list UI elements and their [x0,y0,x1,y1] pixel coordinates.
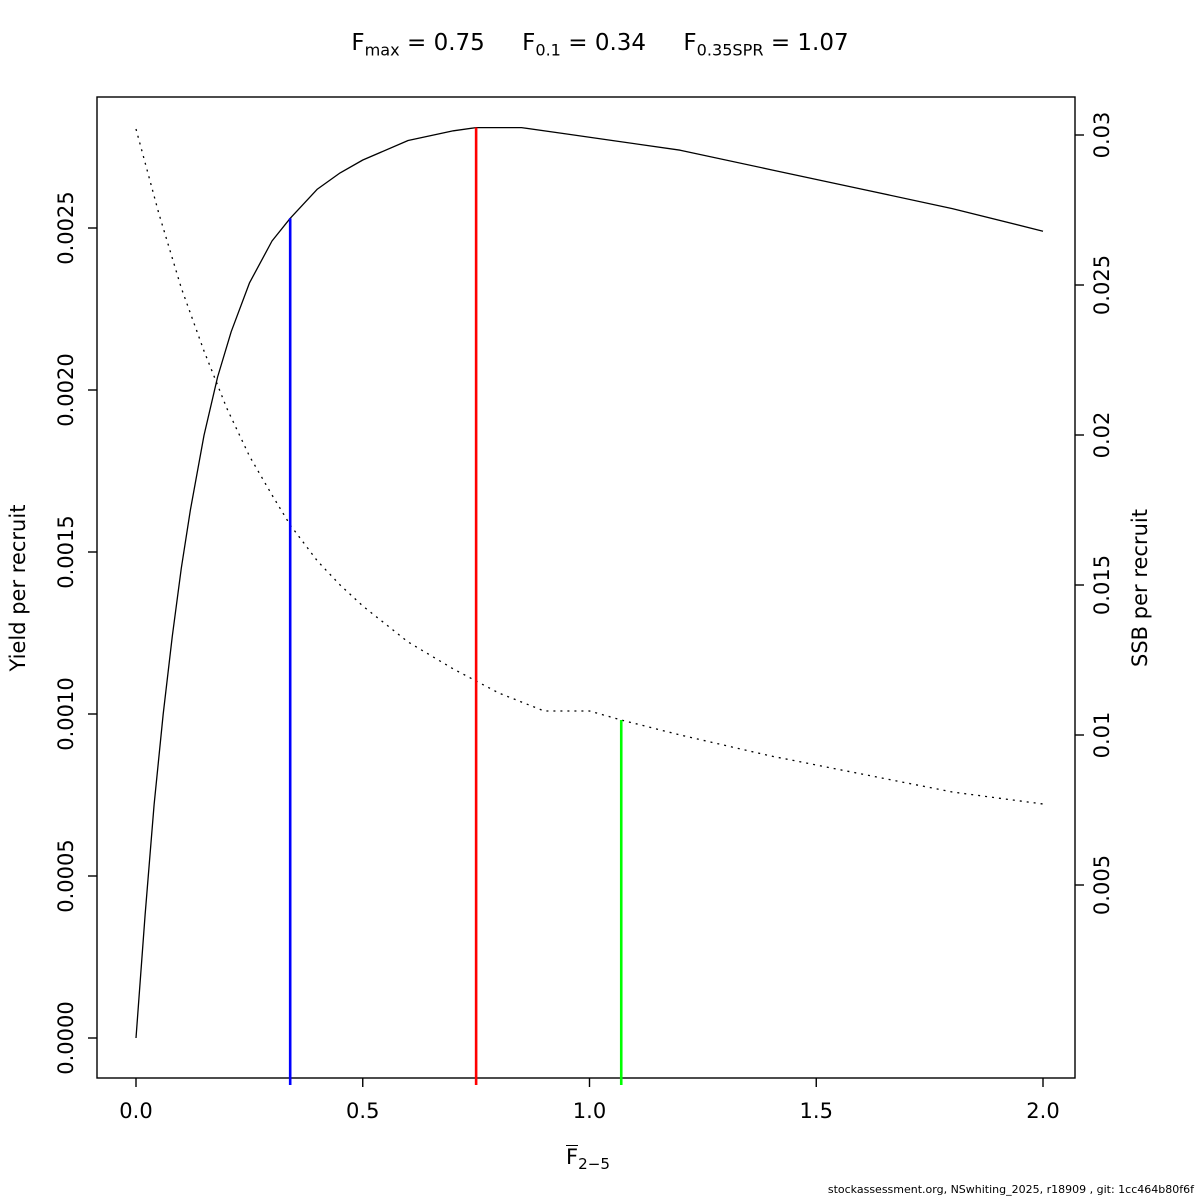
y-left-tick-label: 0.0025 [54,191,78,264]
x-tick-label: 0.5 [346,1099,379,1123]
yield-curve [135,126,1044,1039]
y-axis-title-right: SSB per recruit [1128,509,1152,667]
plot-box [96,96,1076,1079]
y-axis-title-left: Yield per recruit [6,504,30,672]
title-term-sub: 0.35SPR [696,40,764,60]
title-term-base: F [522,30,536,56]
x-axis-title-sub: 2−5 [578,1155,610,1174]
x-tick-label: 1.5 [800,1099,833,1123]
y-right-tick-label: 0.03 [1090,112,1114,159]
y-left-tick-label: 0.0000 [54,1001,78,1074]
title-term-sub: 0.1 [535,40,561,60]
ssb-curve [135,128,1044,805]
title-term-f035spr: F0.35SPR = 1.07 [683,30,848,60]
title-term-base: F [351,30,365,56]
y-left-tick-label: 0.0010 [54,677,78,750]
x-tick-label: 0.0 [119,1099,152,1123]
y-left-tick-label: 0.0015 [54,515,78,588]
y-right-tick-label: 0.015 [1090,555,1114,615]
title-term-eq: = 0.34 [560,30,647,56]
y-right-tick-label: 0.005 [1090,855,1114,915]
y-left-tick-label: 0.0005 [54,839,78,912]
y-left-tick-label: 0.0020 [54,353,78,426]
y-right-tick-label: 0.025 [1090,255,1114,315]
title-term-base: F [683,30,697,56]
x-axis-title-fbar: F [566,1145,579,1169]
title-term-eq: = 1.07 [763,30,849,56]
x-axis-title: F2−5 [0,1145,1176,1173]
x-tick-label: 1.0 [573,1099,606,1123]
plot-title: Fmax = 0.75 F0.1 = 0.34 F0.35SPR = 1.07 [0,30,1200,60]
title-term-sub: max [364,40,400,60]
y-right-tick-label: 0.01 [1090,712,1114,759]
y-right-tick-label: 0.02 [1090,412,1114,459]
title-term-f01: F0.1 = 0.34 [522,30,646,60]
x-tick-label: 2.0 [1026,1099,1059,1123]
title-term-fmax: Fmax = 0.75 [351,30,484,60]
attribution-text: stockassessment.org, NSwhiting_2025, r18… [827,1183,1194,1196]
title-term-eq: = 0.75 [399,30,485,56]
